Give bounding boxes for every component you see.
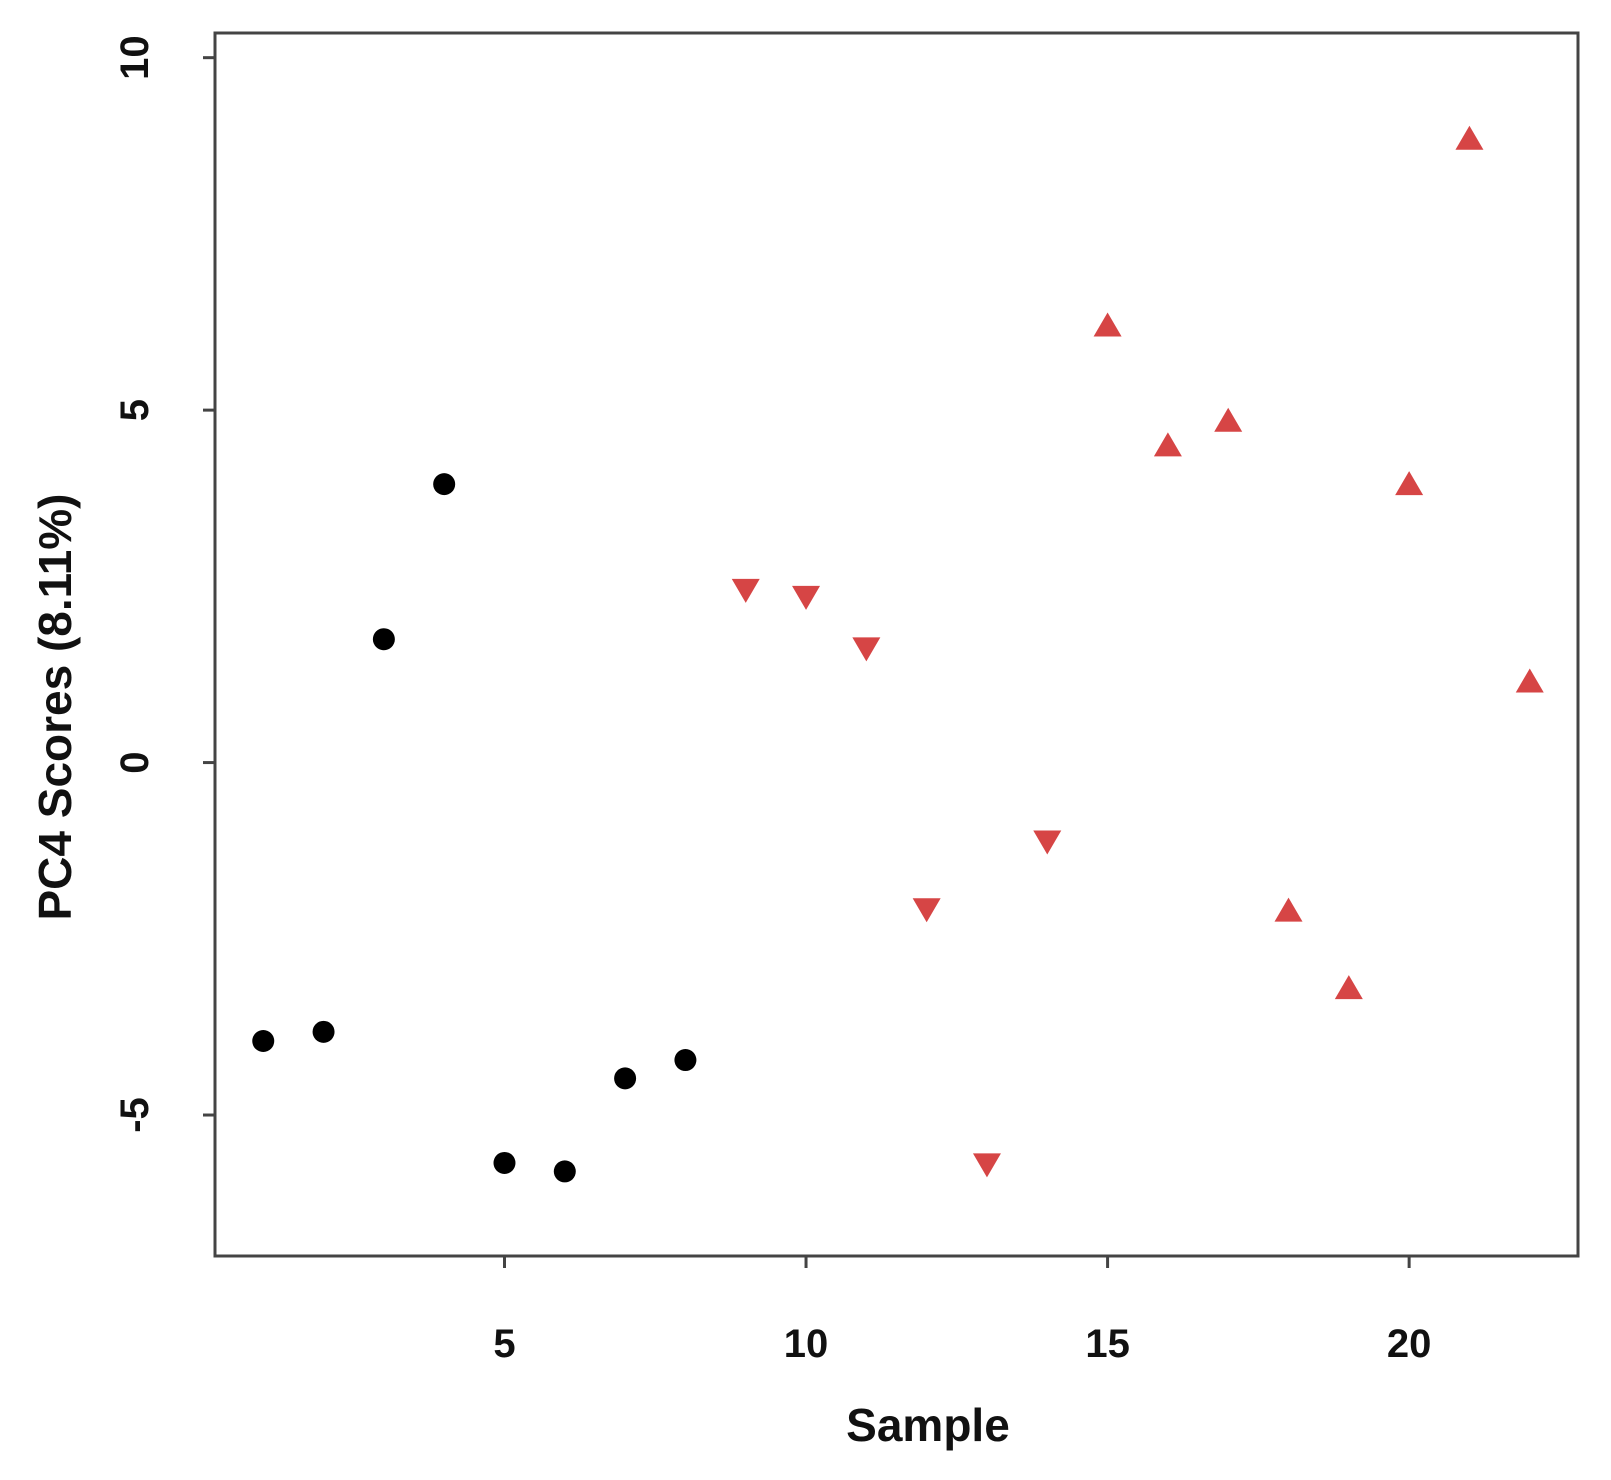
plot-frame xyxy=(213,31,1580,1258)
x-tick-label: 5 xyxy=(493,1322,515,1366)
data-point-triangle-up xyxy=(1274,897,1303,922)
x-tick-label: 10 xyxy=(784,1322,829,1366)
data-point-triangle-up xyxy=(1214,407,1243,432)
y-tick-label: 5 xyxy=(113,399,157,421)
x-axis-label: Sample xyxy=(846,1399,1010,1451)
data-point-triangle-down xyxy=(972,1153,1001,1178)
data-point-circle xyxy=(553,1160,576,1183)
data-point-circle xyxy=(372,628,395,651)
data-point-circle xyxy=(614,1067,637,1090)
data-point-triangle-down xyxy=(912,898,941,923)
y-axis: -5 0 5 10 xyxy=(113,35,215,1133)
data-point-triangle-down xyxy=(731,578,760,603)
data-point-triangle-up xyxy=(1153,432,1182,457)
data-point-triangle-up xyxy=(1334,975,1363,1000)
x-tick-label: 20 xyxy=(1387,1322,1432,1366)
data-point-triangle-down xyxy=(792,585,821,610)
data-point-circle xyxy=(674,1049,697,1072)
x-tick-label: 15 xyxy=(1085,1322,1130,1366)
y-tick-label: 0 xyxy=(113,751,157,773)
y-tick-label: 10 xyxy=(113,35,157,80)
x-axis: 5 10 15 20 xyxy=(493,1256,1431,1366)
data-point-triangle-up xyxy=(1093,312,1122,337)
data-point-circle xyxy=(252,1030,275,1053)
data-point-triangle-down xyxy=(1033,830,1062,855)
data-point-circle xyxy=(433,473,456,496)
y-axis-label: PC4 Scores (8.11%) xyxy=(29,493,81,920)
data-points xyxy=(252,125,1544,1183)
data-point-triangle-up xyxy=(1455,125,1484,150)
data-point-circle xyxy=(312,1020,335,1043)
data-point-triangle-up xyxy=(1515,668,1544,693)
y-tick-label: -5 xyxy=(113,1097,157,1133)
data-point-triangle-up xyxy=(1395,471,1424,496)
data-point-triangle-down xyxy=(852,637,881,662)
data-point-circle xyxy=(493,1151,516,1174)
